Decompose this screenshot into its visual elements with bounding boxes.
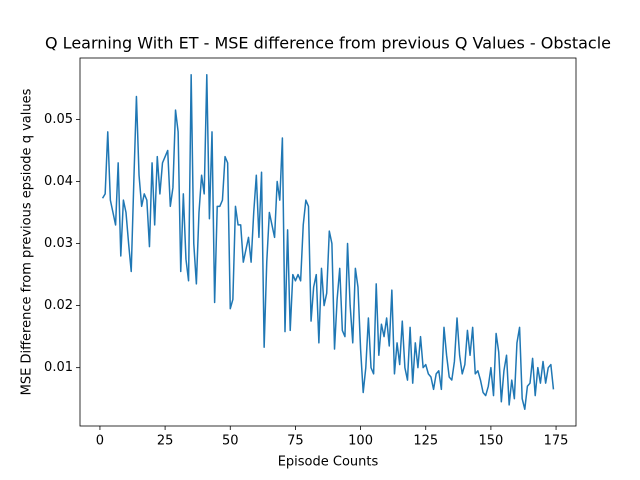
- x-tick-label: 25: [157, 434, 174, 449]
- y-tick-label: 0.05: [44, 112, 73, 127]
- x-tick-label: 75: [287, 434, 304, 449]
- y-tick-label: 0.04: [44, 174, 73, 189]
- x-tick-label: 0: [96, 434, 104, 449]
- x-tick-label: 150: [478, 434, 503, 449]
- y-axis-label: MSE Difference from previous epsiode q v…: [20, 88, 35, 395]
- x-tick-label: 175: [544, 434, 569, 449]
- y-tick-label: 0.01: [44, 360, 73, 375]
- x-tick-label: 50: [222, 434, 239, 449]
- plot-frame: [79, 57, 577, 427]
- x-axis-label: Episode Counts: [278, 455, 379, 470]
- data-line: [101, 74, 555, 410]
- y-tick-label: 0.03: [44, 236, 73, 251]
- x-tick-label: 100: [348, 434, 373, 449]
- chart-title: Q Learning With ET - MSE difference from…: [45, 34, 611, 53]
- y-tick-label: 0.02: [44, 298, 73, 313]
- x-tick-label: 125: [413, 434, 438, 449]
